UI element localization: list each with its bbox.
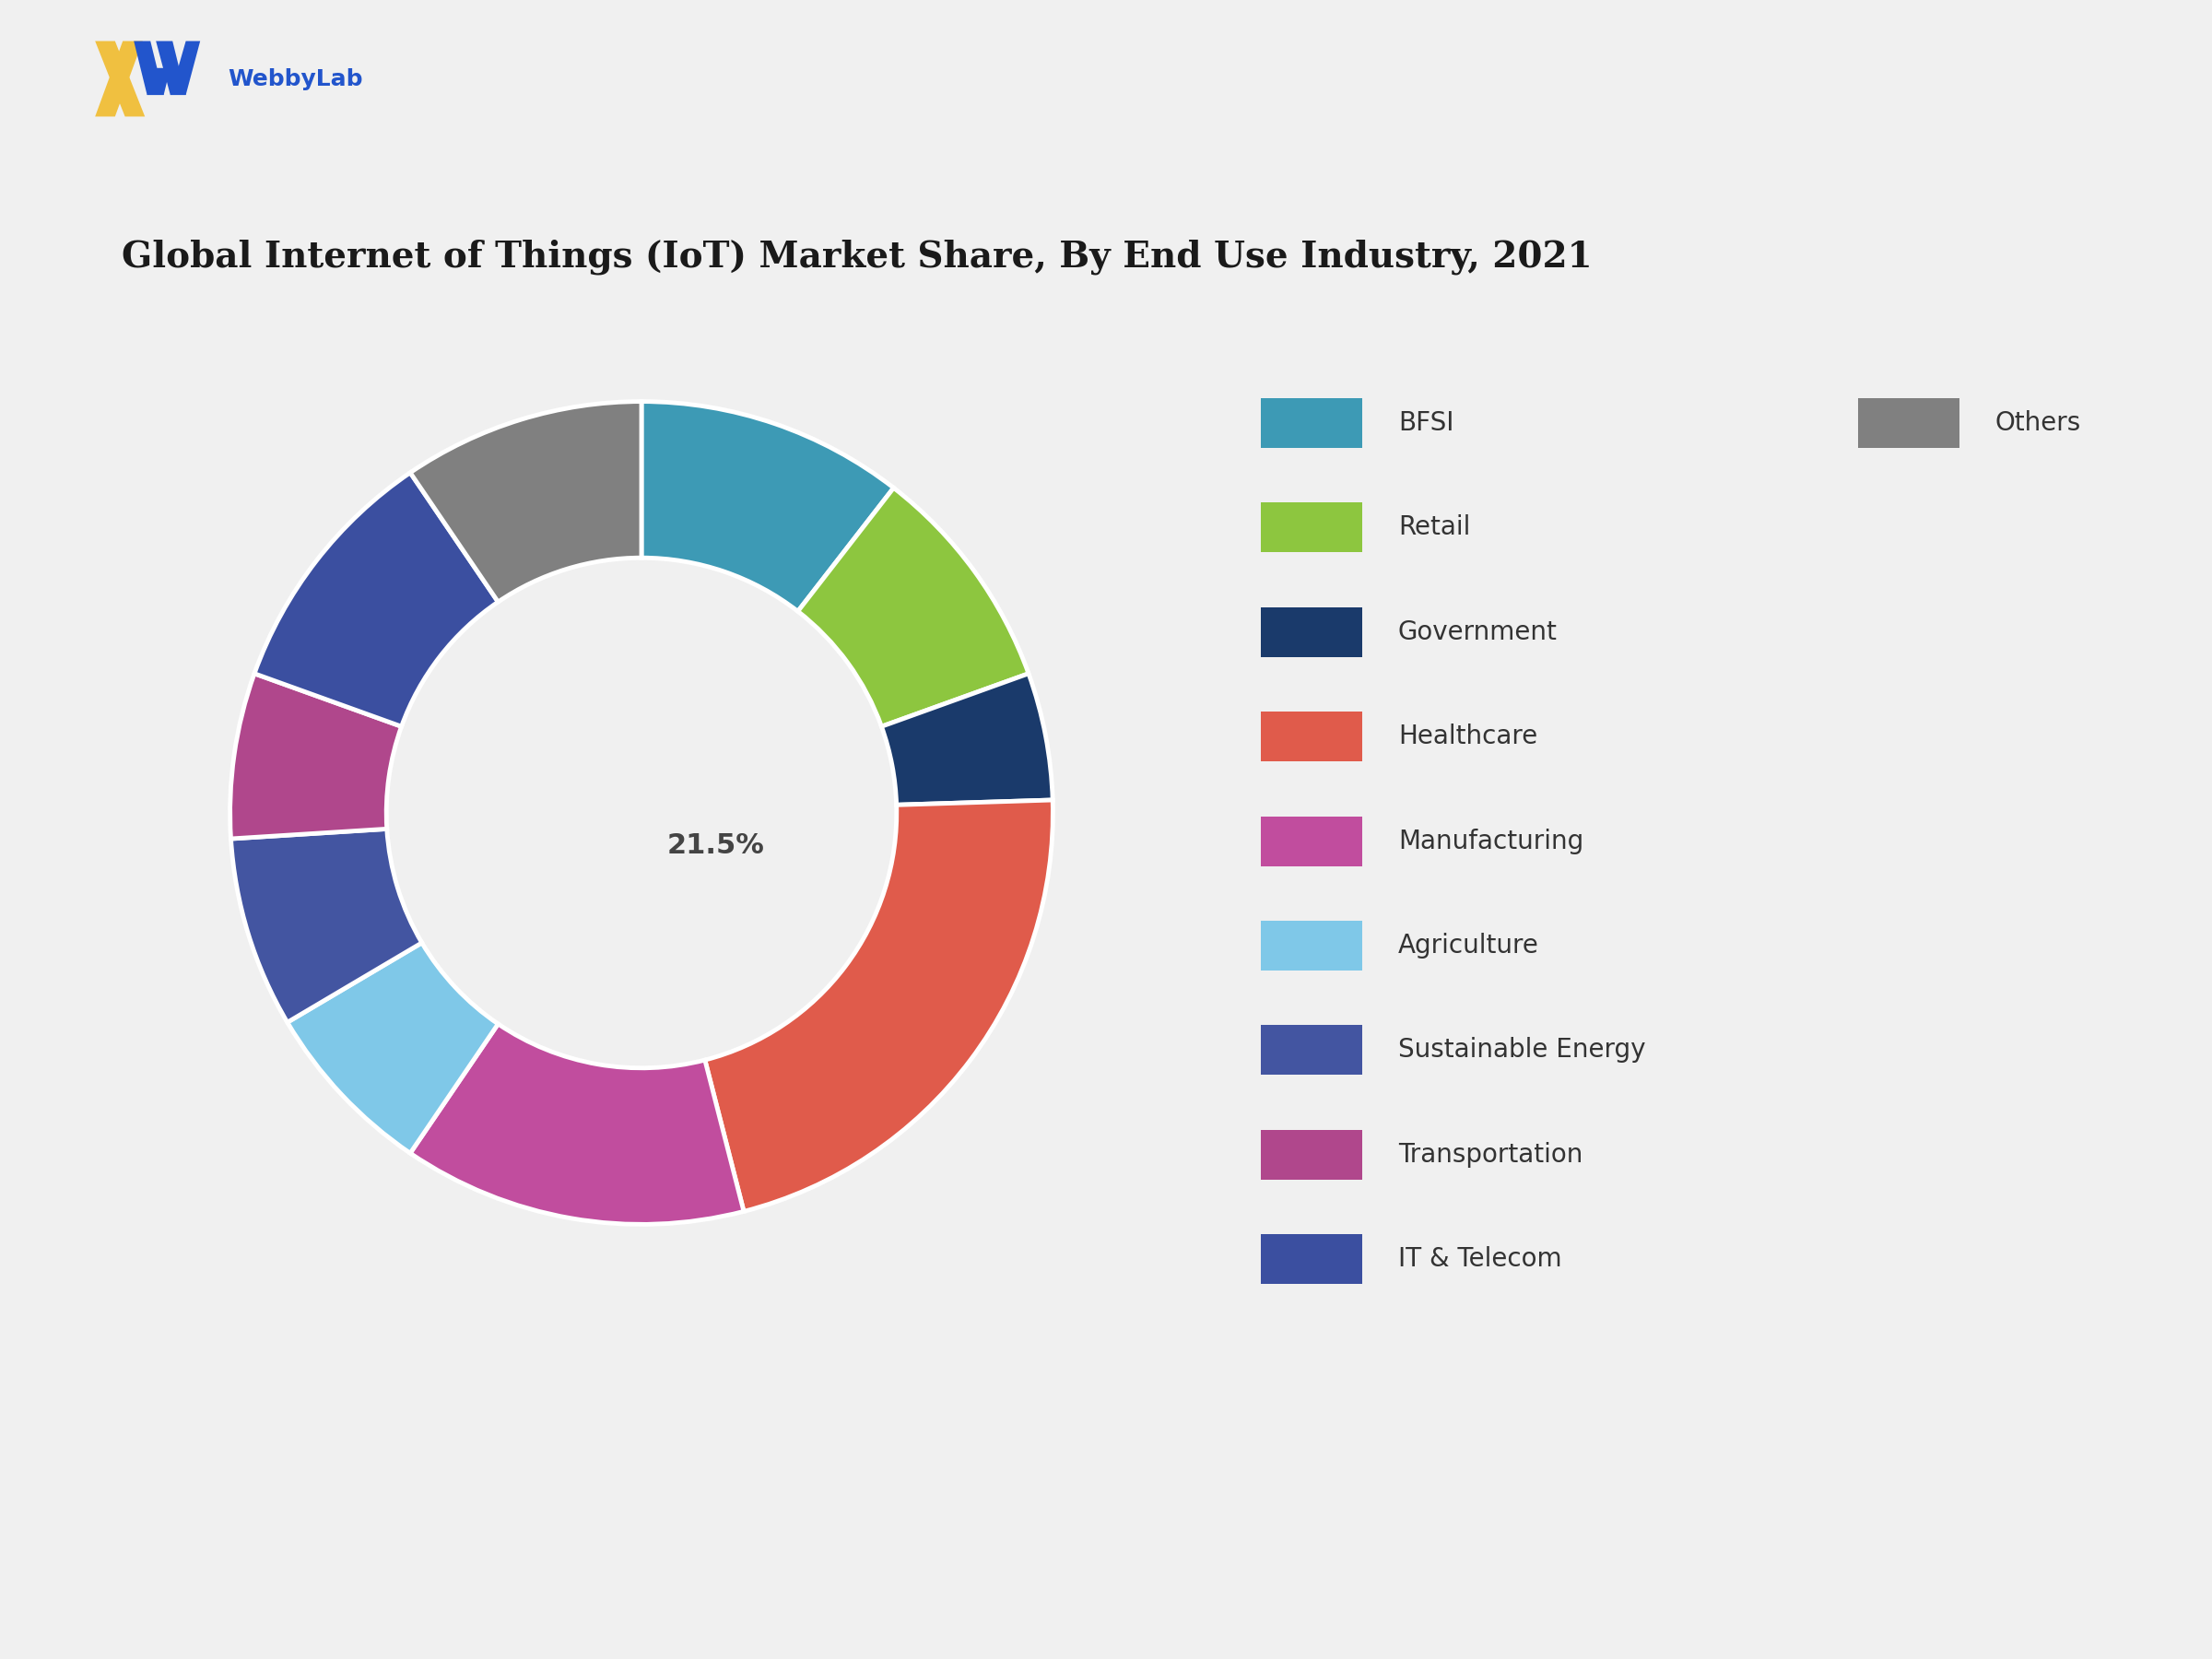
Wedge shape bbox=[288, 942, 498, 1153]
Polygon shape bbox=[148, 68, 170, 95]
Text: Retail: Retail bbox=[1398, 514, 1471, 541]
Text: Others: Others bbox=[1995, 410, 2081, 436]
Text: BFSI: BFSI bbox=[1398, 410, 1453, 436]
Polygon shape bbox=[95, 41, 146, 116]
Wedge shape bbox=[409, 401, 641, 602]
Wedge shape bbox=[641, 401, 894, 612]
Polygon shape bbox=[133, 41, 164, 95]
Text: Transportation: Transportation bbox=[1398, 1141, 1582, 1168]
Wedge shape bbox=[409, 1024, 743, 1224]
Text: 21.5%: 21.5% bbox=[666, 833, 765, 859]
Polygon shape bbox=[155, 41, 186, 95]
Text: IT & Telecom: IT & Telecom bbox=[1398, 1246, 1562, 1272]
Polygon shape bbox=[95, 41, 144, 116]
Wedge shape bbox=[230, 830, 422, 1022]
Text: WebbyLab: WebbyLab bbox=[228, 68, 363, 91]
Wedge shape bbox=[230, 674, 400, 839]
Text: Sustainable Energy: Sustainable Energy bbox=[1398, 1037, 1646, 1063]
Text: Healthcare: Healthcare bbox=[1398, 723, 1537, 750]
Wedge shape bbox=[799, 488, 1029, 727]
Wedge shape bbox=[706, 800, 1053, 1211]
Text: Agriculture: Agriculture bbox=[1398, 932, 1540, 959]
Text: Global Internet of Things (IoT) Market Share, By End Use Industry, 2021: Global Internet of Things (IoT) Market S… bbox=[122, 239, 1593, 275]
Wedge shape bbox=[883, 674, 1053, 805]
Text: Manufacturing: Manufacturing bbox=[1398, 828, 1584, 854]
Text: Government: Government bbox=[1398, 619, 1557, 645]
Wedge shape bbox=[254, 473, 498, 727]
Polygon shape bbox=[170, 41, 199, 95]
